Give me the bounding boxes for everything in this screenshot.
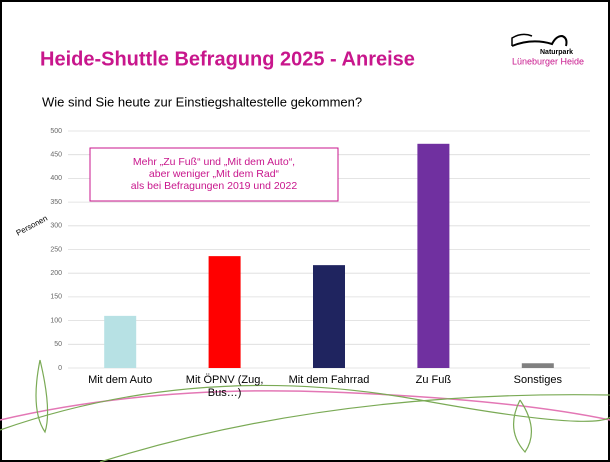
y-tick-label: 350 bbox=[50, 199, 62, 206]
annotation: aber weniger „Mit dem Rad“ bbox=[149, 168, 280, 180]
bar bbox=[208, 256, 241, 368]
y-tick-label: 500 bbox=[50, 128, 62, 135]
y-tick-label: 400 bbox=[50, 175, 62, 182]
deco-grass bbox=[35, 359, 49, 434]
annotation: Mehr „Zu Fuß“ und „Mit dem Auto“, bbox=[133, 156, 295, 168]
y-tick-label: 200 bbox=[50, 270, 62, 277]
logo-icon bbox=[511, 33, 533, 46]
y-tick-label: 300 bbox=[50, 223, 62, 230]
y-tick-label: 100 bbox=[50, 317, 62, 324]
y-tick-label: 50 bbox=[54, 341, 62, 348]
x-tick-label: Mit dem Auto bbox=[88, 374, 153, 386]
decoration bbox=[0, 359, 610, 462]
logo-text: Naturpark bbox=[540, 49, 573, 56]
bar bbox=[104, 315, 137, 368]
bar bbox=[313, 265, 345, 368]
logo-text: Lüneburger Heide bbox=[512, 56, 584, 66]
annotation-box bbox=[89, 147, 339, 202]
annotation: als bei Befragungen 2019 und 2022 bbox=[131, 180, 298, 192]
deco-grass bbox=[513, 399, 532, 453]
logo-icon bbox=[511, 34, 568, 47]
logo: Naturpark Lüneburger Heide bbox=[511, 33, 584, 66]
x-tick-label: Zu Fuß bbox=[415, 374, 452, 386]
bar bbox=[521, 363, 554, 368]
x-tick-label: Mit dem Fahrrad bbox=[288, 374, 370, 386]
x-tick-label: Mit ÖPNV (Zug, Bus…) bbox=[185, 374, 264, 399]
bar bbox=[417, 143, 450, 368]
x-tick-label: Sonstiges bbox=[513, 374, 562, 386]
y-tick-label: 150 bbox=[50, 294, 62, 301]
slide-title: Heide-Shuttle Befragung 2025 - Anreise bbox=[40, 48, 415, 70]
y-axis-label: Personen bbox=[15, 214, 49, 238]
y-tick-label: 450 bbox=[50, 152, 62, 159]
y-tick-label: 250 bbox=[50, 246, 62, 253]
chart-title: Wie sind Sie heute zur Einstiegshalteste… bbox=[42, 94, 362, 109]
deco-curve bbox=[99, 394, 610, 462]
deco-curve bbox=[0, 384, 610, 431]
deco-curve bbox=[0, 390, 610, 421]
y-tick-label: 0 bbox=[58, 365, 62, 372]
